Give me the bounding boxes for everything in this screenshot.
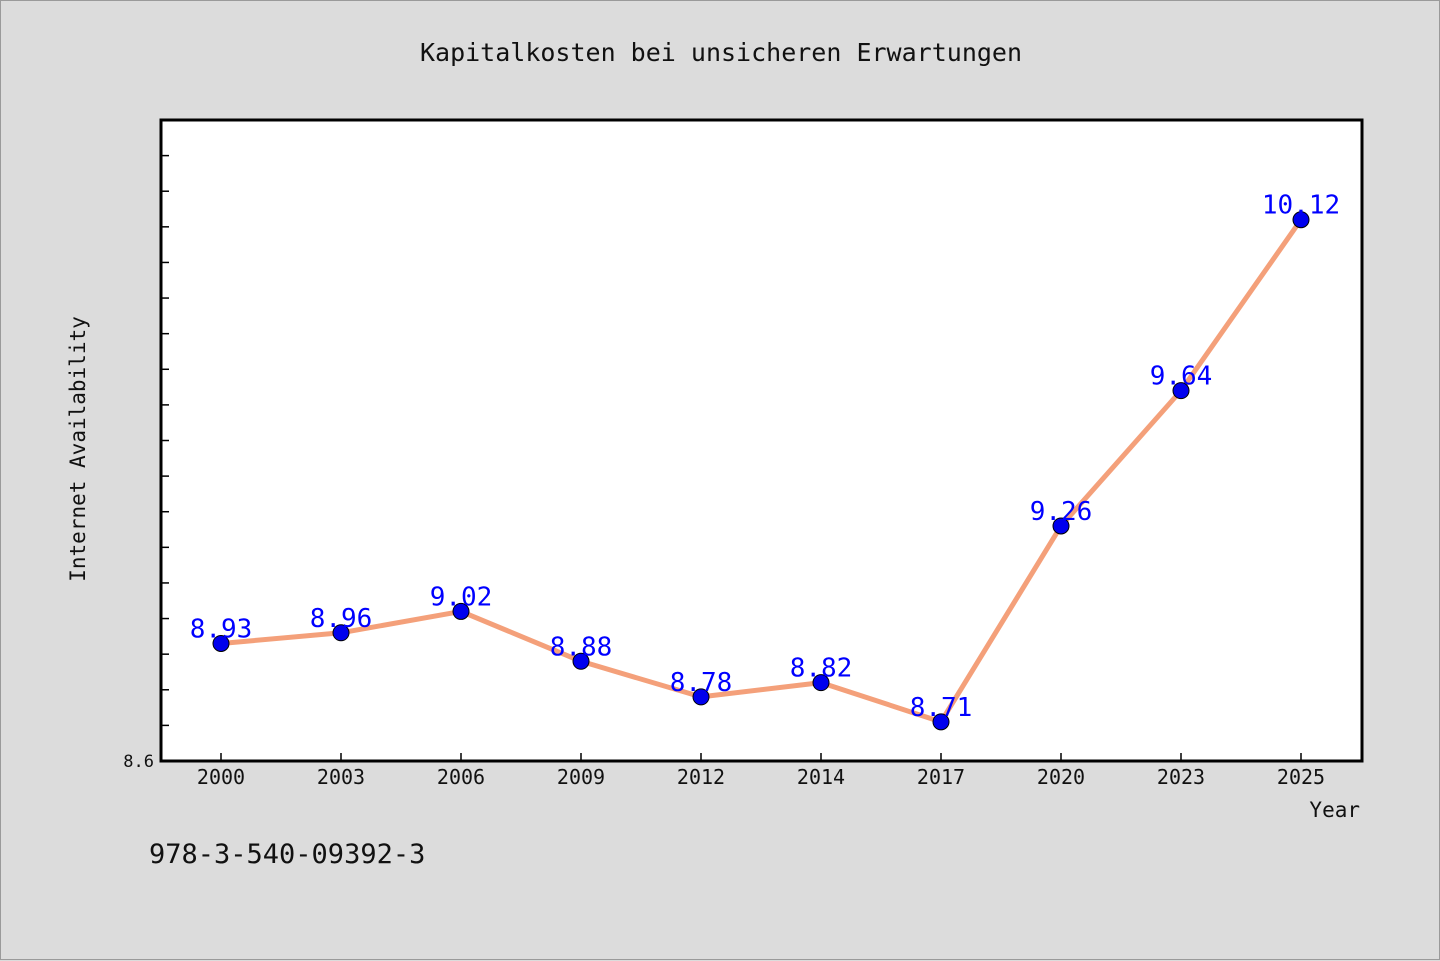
chart-title: Kapitalkosten bei unsicheren Erwartungen bbox=[420, 38, 1022, 67]
x-tick-label: 2012 bbox=[677, 765, 725, 789]
x-tick-label: 2009 bbox=[557, 765, 605, 789]
y-axis-ticks bbox=[161, 154, 169, 727]
data-label: 8.96 bbox=[310, 604, 373, 634]
footer-code: 978-3-540-09392-3 bbox=[149, 839, 425, 870]
x-tick-label: 2003 bbox=[317, 765, 365, 789]
data-point bbox=[212, 634, 230, 652]
x-axis-ticks bbox=[220, 753, 1302, 761]
x-tick-label: 2025 bbox=[1277, 765, 1325, 789]
data-point bbox=[572, 652, 590, 670]
data-point bbox=[812, 674, 830, 692]
y-tick-label-min: 8.6 bbox=[123, 752, 154, 772]
series-markers bbox=[212, 211, 1310, 731]
x-tick-label: 2023 bbox=[1157, 765, 1205, 789]
data-point bbox=[692, 688, 710, 706]
x-axis-label: Year bbox=[1309, 798, 1360, 822]
data-label: 8.82 bbox=[790, 654, 853, 684]
data-point bbox=[932, 713, 950, 731]
data-label: 8.78 bbox=[670, 668, 733, 698]
x-tick-label: 2000 bbox=[197, 765, 245, 789]
x-tick-label: 2017 bbox=[917, 765, 965, 789]
data-point bbox=[332, 624, 350, 642]
data-label: 9.64 bbox=[1150, 362, 1213, 392]
data-label: 10.12 bbox=[1262, 191, 1340, 221]
data-label: 8.88 bbox=[550, 632, 613, 662]
data-label: 9.26 bbox=[1030, 497, 1093, 527]
x-tick-label: 2020 bbox=[1037, 765, 1085, 789]
data-point bbox=[452, 602, 470, 620]
x-tick-label: 2006 bbox=[437, 765, 485, 789]
x-axis-tick-labels: 2000 2003 2006 2009 2012 2014 2017 2020 2023 2025 bbox=[197, 765, 1325, 789]
data-point bbox=[1172, 382, 1190, 400]
data-label: 8.71 bbox=[910, 693, 973, 723]
data-label: 8.93 bbox=[190, 614, 253, 644]
data-labels: 8.93 8.96 9.02 8.88 8.78 8.82 8.71 9.26 9.64 10.1… bbox=[190, 191, 1340, 723]
data-point bbox=[1052, 517, 1070, 535]
data-label: 9.02 bbox=[430, 582, 493, 612]
x-tick-label: 2014 bbox=[797, 765, 845, 789]
plot-area bbox=[159, 118, 1364, 763]
series-line bbox=[218, 217, 1304, 725]
data-point bbox=[1292, 211, 1310, 229]
y-axis-label: Internet Availability bbox=[66, 316, 90, 582]
